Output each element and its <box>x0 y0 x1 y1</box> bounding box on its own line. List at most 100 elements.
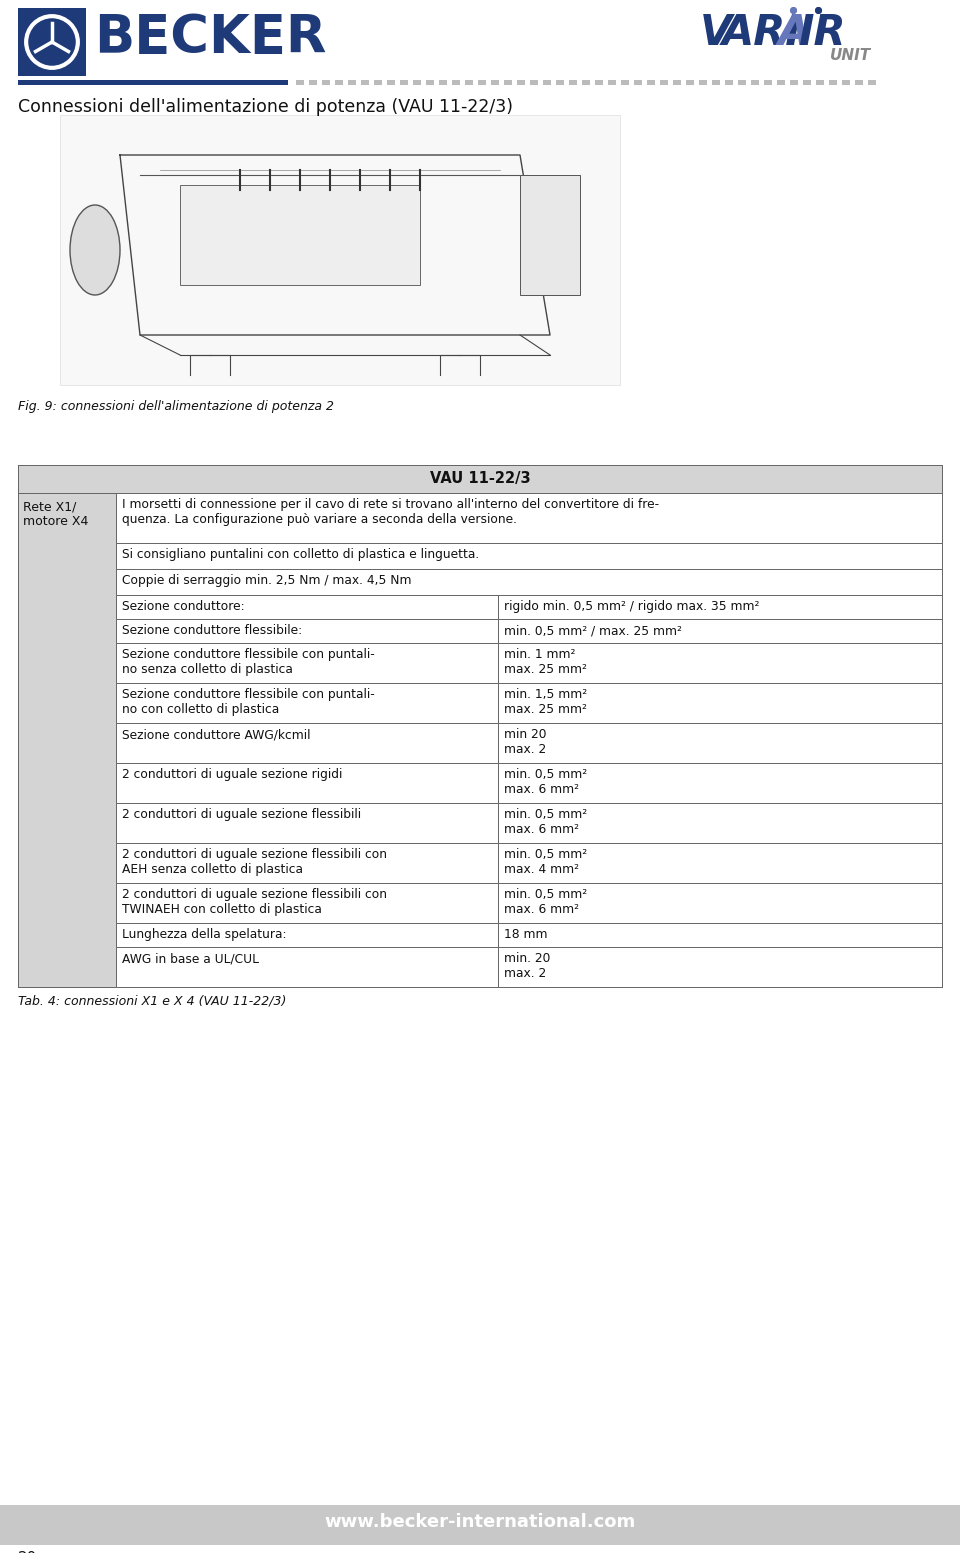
Bar <box>634 81 642 85</box>
Bar <box>180 185 420 286</box>
Text: Sezione conduttore flessibile:: Sezione conduttore flessibile: <box>122 624 302 637</box>
Bar <box>725 81 733 85</box>
Bar <box>777 81 785 85</box>
Bar <box>608 81 616 85</box>
Bar <box>751 81 759 85</box>
Bar <box>0 1505 960 1545</box>
Bar <box>686 81 694 85</box>
Bar <box>60 115 620 385</box>
Bar <box>738 81 746 85</box>
Text: Rete X1/: Rete X1/ <box>23 502 77 514</box>
Bar <box>504 81 512 85</box>
Bar <box>116 947 498 988</box>
Text: 2 conduttori di uguale sezione flessibili con
AEH senza colletto di plastica: 2 conduttori di uguale sezione flessibil… <box>122 848 387 876</box>
Text: Si consigliano puntalini con colletto di plastica e linguetta.: Si consigliano puntalini con colletto di… <box>122 548 479 561</box>
Bar <box>595 81 603 85</box>
Bar <box>816 81 824 85</box>
Text: Lunghezza della spelatura:: Lunghezza della spelatura: <box>122 929 286 941</box>
Text: min. 0,5 mm²
max. 4 mm²: min. 0,5 mm² max. 4 mm² <box>504 848 588 876</box>
Bar <box>116 947 942 988</box>
Bar <box>116 683 942 724</box>
Bar <box>582 81 590 85</box>
Bar <box>18 464 942 988</box>
Bar <box>116 884 942 922</box>
Text: min. 1,5 mm²
max. 25 mm²: min. 1,5 mm² max. 25 mm² <box>504 688 588 716</box>
Bar <box>868 81 876 85</box>
Bar <box>790 81 798 85</box>
Text: min. 0,5 mm² / max. 25 mm²: min. 0,5 mm² / max. 25 mm² <box>504 624 682 637</box>
Text: Connessioni dell'alimentazione di potenza (VAU 11-22/3): Connessioni dell'alimentazione di potenz… <box>18 98 513 116</box>
Text: AWG in base a UL/CUL: AWG in base a UL/CUL <box>122 952 259 964</box>
Bar <box>116 595 498 620</box>
Text: Sezione conduttore flessibile con puntali-
no con colletto di plastica: Sezione conduttore flessibile con puntal… <box>122 688 374 716</box>
Text: I morsetti di connessione per il cavo di rete si trovano all'interno del convert: I morsetti di connessione per il cavo di… <box>122 499 660 526</box>
Text: IR: IR <box>798 12 846 54</box>
Text: 2 conduttori di uguale sezione flessibili: 2 conduttori di uguale sezione flessibil… <box>122 808 361 822</box>
Bar <box>413 81 421 85</box>
Text: UNIT: UNIT <box>830 48 871 64</box>
Bar <box>803 81 811 85</box>
Text: Tab. 4: connessioni X1 e X 4 (VAU 11-22/3): Tab. 4: connessioni X1 e X 4 (VAU 11-22/… <box>18 994 286 1006</box>
Bar <box>116 763 498 803</box>
Text: 20: 20 <box>18 1551 37 1553</box>
Bar <box>439 81 447 85</box>
Bar <box>116 843 498 884</box>
Bar <box>296 81 304 85</box>
Bar <box>387 81 395 85</box>
Bar <box>712 81 720 85</box>
Bar <box>699 81 707 85</box>
Bar <box>498 620 942 643</box>
Bar <box>498 763 942 803</box>
Bar <box>322 81 330 85</box>
Text: Fig. 9: connessioni dell'alimentazione di potenza 2: Fig. 9: connessioni dell'alimentazione d… <box>18 401 334 413</box>
Bar <box>556 81 564 85</box>
Bar <box>498 595 942 620</box>
Ellipse shape <box>70 205 120 295</box>
Bar <box>116 492 942 544</box>
Bar <box>498 922 942 947</box>
Text: min. 20
max. 2: min. 20 max. 2 <box>504 952 550 980</box>
Bar <box>116 724 942 763</box>
Bar <box>116 595 942 620</box>
Bar <box>426 81 434 85</box>
Bar <box>116 683 498 724</box>
Text: 2 conduttori di uguale sezione rigidi: 2 conduttori di uguale sezione rigidi <box>122 769 343 781</box>
Bar <box>530 81 538 85</box>
Bar <box>543 81 551 85</box>
Bar <box>647 81 655 85</box>
Bar <box>498 843 942 884</box>
Bar <box>569 81 577 85</box>
Bar <box>116 568 942 595</box>
Bar <box>309 81 317 85</box>
Bar <box>498 884 942 922</box>
Bar <box>660 81 668 85</box>
Bar <box>116 620 498 643</box>
Text: 18 mm: 18 mm <box>504 929 547 941</box>
Bar <box>348 81 356 85</box>
Bar <box>116 724 498 763</box>
Bar <box>520 175 580 295</box>
Text: min. 0,5 mm²
max. 6 mm²: min. 0,5 mm² max. 6 mm² <box>504 808 588 836</box>
Bar <box>374 81 382 85</box>
Text: Sezione conduttore AWG/kcmil: Sezione conduttore AWG/kcmil <box>122 728 310 741</box>
Bar <box>116 922 942 947</box>
Bar <box>498 803 942 843</box>
Bar <box>116 620 942 643</box>
Text: Coppie di serraggio min. 2,5 Nm / max. 4,5 Nm: Coppie di serraggio min. 2,5 Nm / max. 4… <box>122 575 412 587</box>
Text: Sezione conduttore:: Sezione conduttore: <box>122 599 245 613</box>
Text: VAU 11-22/3: VAU 11-22/3 <box>430 471 530 486</box>
Text: A: A <box>778 12 810 54</box>
Text: BECKER: BECKER <box>94 12 326 64</box>
Text: 2 conduttori di uguale sezione flessibili con
TWINAEH con colletto di plastica: 2 conduttori di uguale sezione flessibil… <box>122 888 387 916</box>
Bar <box>498 947 942 988</box>
Bar <box>452 81 460 85</box>
Bar <box>18 81 288 85</box>
Bar <box>18 492 116 988</box>
Bar <box>478 81 486 85</box>
Bar <box>335 81 343 85</box>
Bar <box>491 81 499 85</box>
Bar <box>18 8 86 76</box>
Bar <box>517 81 525 85</box>
Bar <box>116 803 942 843</box>
Bar <box>116 884 498 922</box>
